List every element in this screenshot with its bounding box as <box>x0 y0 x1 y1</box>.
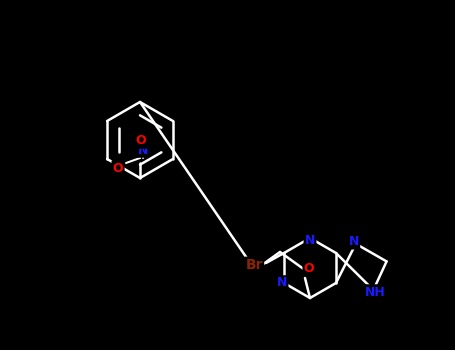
Text: N: N <box>349 235 359 248</box>
Text: Br: Br <box>245 258 263 272</box>
Text: O: O <box>136 134 147 147</box>
Text: N: N <box>138 144 148 156</box>
Text: N: N <box>277 276 287 289</box>
Text: O: O <box>303 261 314 274</box>
Text: NH: NH <box>365 286 386 299</box>
Text: O: O <box>113 161 123 175</box>
Text: N: N <box>305 233 315 246</box>
